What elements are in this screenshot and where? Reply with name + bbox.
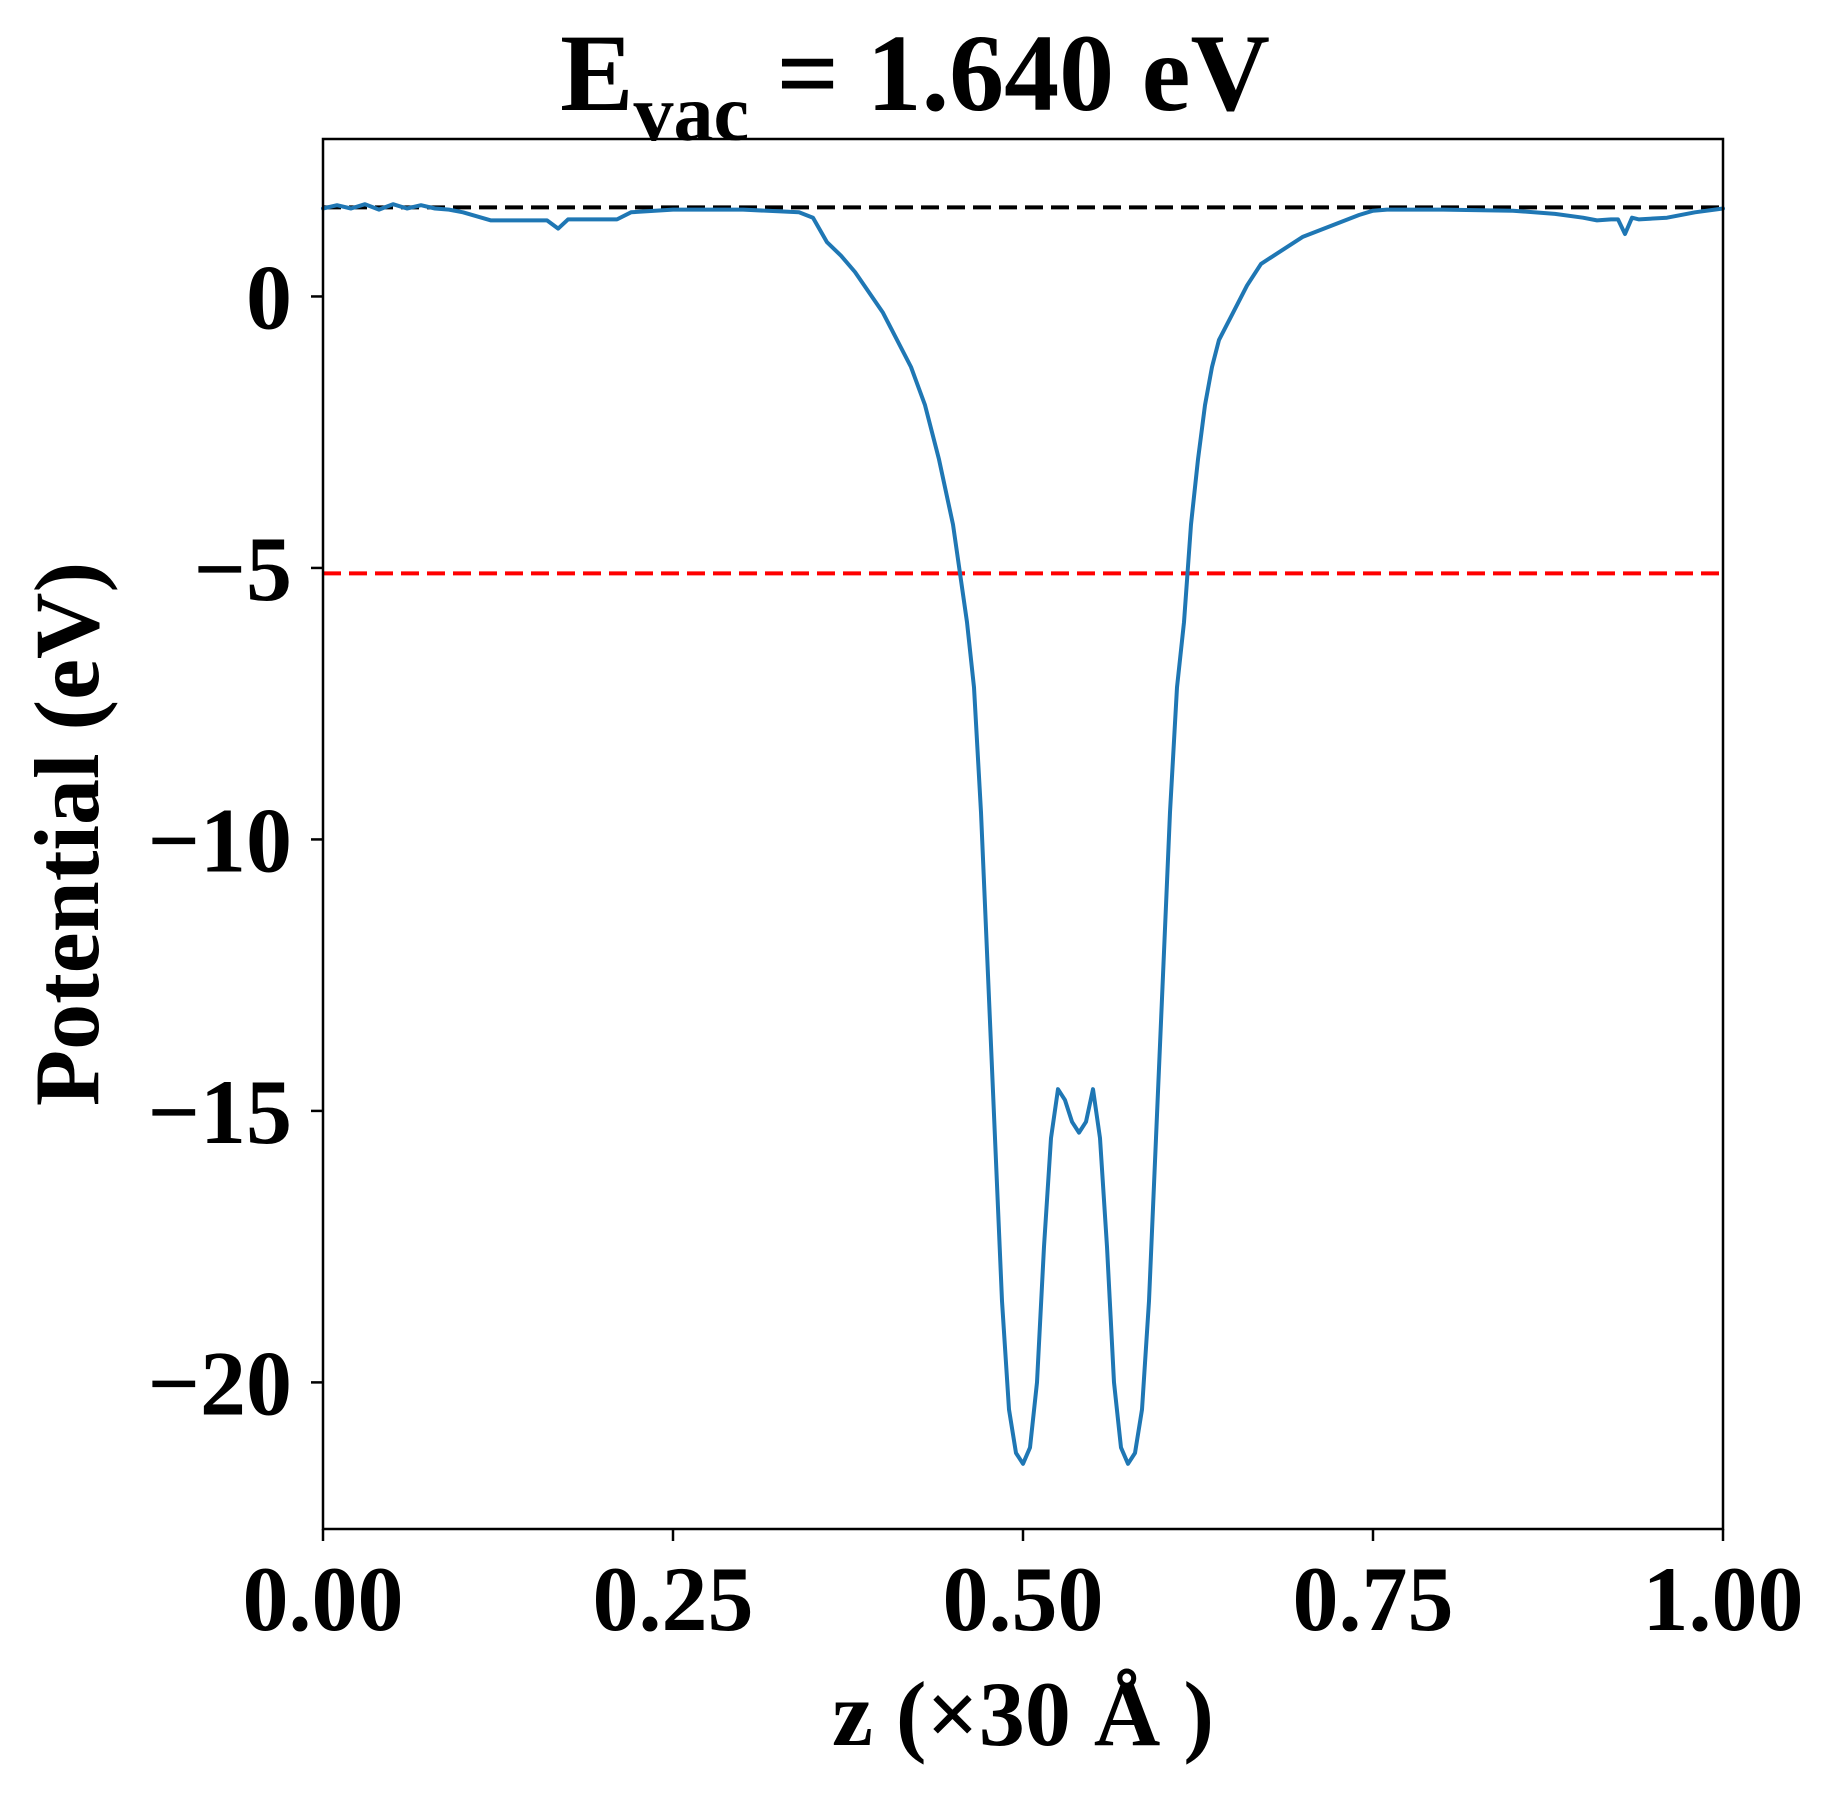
- series-line: [321, 202, 1725, 1466]
- x-tick-label: 0.00: [243, 1548, 404, 1650]
- x-tick-label: 1.00: [1643, 1548, 1804, 1650]
- x-axis: 0.00 0.25 0.50 0.75 1.00: [243, 1529, 1804, 1650]
- y-axis: 0 −5 −10 −15 −20: [148, 246, 323, 1434]
- y-tick-label: −5: [194, 518, 292, 620]
- y-tick-label: −20: [148, 1332, 292, 1434]
- y-axis-label: Potential (eV): [16, 562, 118, 1106]
- plot-area: [321, 202, 1725, 1466]
- x-tick-label: 0.25: [593, 1548, 754, 1650]
- x-tick-label: 0.50: [943, 1548, 1104, 1650]
- y-tick-label: −15: [148, 1061, 292, 1163]
- plot-frame: [321, 137, 1725, 1531]
- chart-title: Evac = 1.640 eV: [560, 12, 1270, 158]
- x-tick-label: 0.75: [1293, 1548, 1454, 1650]
- chart-title-main: E: [560, 12, 633, 134]
- y-tick-label: −10: [148, 789, 292, 891]
- x-axis-label: z (×30 Å ): [832, 1663, 1214, 1765]
- chart-title-rest: = 1.640 eV: [749, 12, 1270, 134]
- chart-title-subscript: vac: [633, 70, 749, 158]
- y-tick-label: 0: [246, 246, 292, 348]
